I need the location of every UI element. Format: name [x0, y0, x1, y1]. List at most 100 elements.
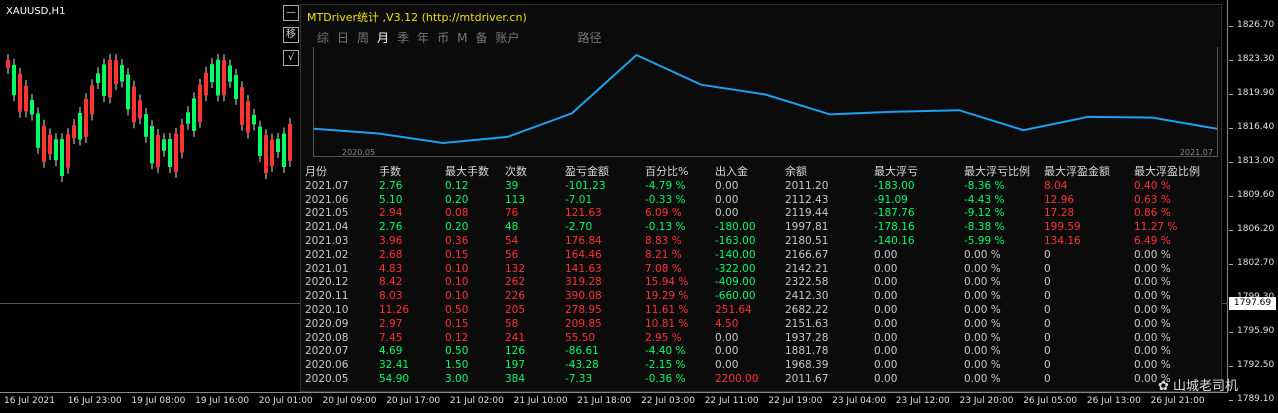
- table-cell: 3.96: [379, 235, 403, 248]
- table-cell: 0.10: [445, 262, 469, 275]
- column-header[interactable]: 余额: [785, 165, 807, 178]
- current-price-tag: 1797.69: [1229, 297, 1276, 310]
- table-cell: 164.46: [565, 248, 602, 261]
- table-cell: 0.00: [874, 331, 898, 344]
- candle-body: [114, 60, 118, 85]
- column-header[interactable]: 盈亏金额: [565, 165, 609, 178]
- candle-body: [84, 99, 88, 138]
- tab-9[interactable]: 账户: [495, 31, 520, 45]
- table-row: 2021.02 2.68 0.15 56 164.46 8.21 % -140.00 2166…: [305, 248, 1214, 262]
- table-cell: 209.85: [565, 317, 602, 330]
- tab-3[interactable]: 月: [377, 31, 390, 45]
- candle-body: [132, 86, 136, 123]
- tab-2[interactable]: 周: [357, 31, 370, 45]
- table-cell: 0.20: [445, 221, 469, 234]
- column-header[interactable]: 最大浮盈比例: [1134, 165, 1200, 178]
- table-cell: 2020.09: [305, 317, 349, 330]
- column-header[interactable]: 最大手数: [445, 165, 489, 178]
- table-cell: 0.00 %: [964, 304, 1001, 317]
- candle-body: [138, 100, 142, 119]
- table-row: 2021.06 5.10 0.20 113 -7.01 -0.33 % 0.00 2112.4…: [305, 193, 1214, 207]
- table-cell: 0.00 %: [964, 248, 1001, 261]
- time-tick: 26 Jul 05:00: [1023, 396, 1078, 406]
- table-cell: 0.15: [445, 248, 469, 261]
- time-tick: 21 Jul 10:00: [513, 396, 568, 406]
- table-cell: 7.08 %: [645, 262, 682, 275]
- table-cell: 0.00 %: [1134, 331, 1171, 344]
- table-cell: -4.79 %: [645, 179, 686, 192]
- price-tick: 1806.20: [1228, 224, 1275, 234]
- table-cell: 0.08: [445, 207, 469, 220]
- table-row: 2020.06 32.41 1.50 197 -43.28 -2.15 % 0.00 1968…: [305, 358, 1214, 372]
- table-cell: -140.16: [874, 235, 915, 248]
- price-tick: 1819.90: [1228, 88, 1275, 98]
- column-header[interactable]: 出入金: [715, 165, 748, 178]
- table-cell: -187.76: [874, 207, 915, 220]
- move-button[interactable]: 移: [283, 27, 299, 43]
- column-header[interactable]: 最大浮盈金额: [1044, 165, 1110, 178]
- table-cell: 0.12: [445, 331, 469, 344]
- candle-body: [6, 60, 10, 68]
- table-cell: 3.00: [445, 373, 469, 386]
- collapse-button[interactable]: —: [283, 5, 299, 21]
- column-header[interactable]: 百分比%: [645, 165, 689, 178]
- candle-body: [186, 112, 190, 124]
- column-header[interactable]: 次数: [505, 165, 527, 178]
- balance-plot: 2020.05 2021.07: [313, 47, 1218, 157]
- check-button[interactable]: √: [283, 50, 299, 66]
- candle-body: [264, 135, 268, 174]
- column-header[interactable]: 最大浮亏比例: [964, 165, 1030, 178]
- column-header[interactable]: 月份: [305, 165, 327, 178]
- tab-10[interactable]: 路径: [577, 31, 602, 45]
- table-cell: -183.00: [874, 179, 915, 192]
- table-cell: 126: [505, 345, 526, 358]
- time-tick: 21 Jul 02:00: [449, 396, 504, 406]
- table-cell: 2020.08: [305, 331, 349, 344]
- watermark-text: 山城老司机: [1173, 379, 1239, 394]
- column-header[interactable]: 最大浮亏: [874, 165, 918, 178]
- candle-body: [174, 133, 178, 172]
- table-cell: 2322.58: [785, 276, 829, 289]
- table-cell: 54: [505, 235, 519, 248]
- table-cell: 17.28: [1044, 207, 1075, 220]
- tab-7[interactable]: M: [457, 31, 468, 45]
- table-cell: 54.90: [379, 373, 410, 386]
- table-header: 月份 手数 最大手数 次数 盈亏金额 百分比% 出入金 余额 最大浮亏 最大浮亏比例 最大浮盈金额 最…: [305, 163, 1214, 179]
- table-cell: 0.00: [874, 345, 898, 358]
- table-cell: 2412.30: [785, 290, 829, 303]
- tab-4[interactable]: 季: [397, 31, 410, 45]
- time-tick: 26 Jul 21:00: [1150, 396, 1205, 406]
- tab-8[interactable]: 备: [475, 31, 488, 45]
- price-tick: 1813.00: [1228, 156, 1275, 166]
- candle-body: [240, 87, 244, 125]
- table-cell: 0.00 %: [964, 262, 1001, 275]
- tab-6[interactable]: 币: [437, 31, 450, 45]
- time-tick: 16 Jul 2021: [4, 396, 55, 406]
- tab-0[interactable]: 综: [317, 31, 330, 45]
- column-header[interactable]: 手数: [379, 165, 401, 178]
- table-cell: 4.50: [715, 317, 739, 330]
- tab-1[interactable]: 日: [337, 31, 350, 45]
- table-cell: 0.00: [874, 317, 898, 330]
- table-cell: -4.40 %: [645, 345, 686, 358]
- table-cell: -101.23: [565, 179, 606, 192]
- tab-5[interactable]: 年: [417, 31, 430, 45]
- table-cell: 0.00: [874, 373, 898, 386]
- table-cell: 2020.07: [305, 345, 349, 358]
- table-cell: 205: [505, 304, 526, 317]
- table-cell: 197: [505, 359, 526, 372]
- candle-body: [288, 124, 292, 161]
- candle-body: [12, 64, 16, 96]
- candle-body: [150, 126, 154, 164]
- table-cell: -0.36 %: [645, 373, 686, 386]
- candle-body: [270, 139, 274, 167]
- table-cell: 0: [1044, 304, 1051, 317]
- table-cell: -660.00: [715, 290, 756, 303]
- table-cell: 4.69: [379, 345, 403, 358]
- table-cell: 0.50: [445, 304, 469, 317]
- table-cell: 0.00: [874, 262, 898, 275]
- table-cell: 0: [1044, 331, 1051, 344]
- table-cell: 0.12: [445, 179, 469, 192]
- table-cell: 241: [505, 331, 526, 344]
- table-cell: 39: [505, 179, 519, 192]
